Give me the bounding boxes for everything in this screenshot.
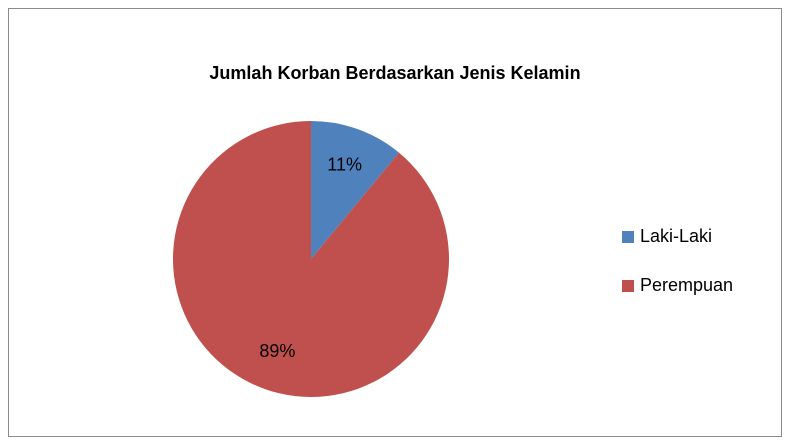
pie-slice: [311, 121, 399, 259]
pie-slice: [173, 121, 450, 398]
legend-label: Laki-Laki: [640, 226, 712, 246]
legend-label: Perempuan: [640, 275, 733, 295]
legend-swatch: [622, 280, 634, 292]
data-label: 11%: [327, 154, 362, 174]
data-label: 89%: [259, 341, 295, 361]
chart-title: Jumlah Korban Berdasarkan Jenis Kelamin: [209, 63, 580, 83]
legend-swatch: [622, 231, 634, 243]
